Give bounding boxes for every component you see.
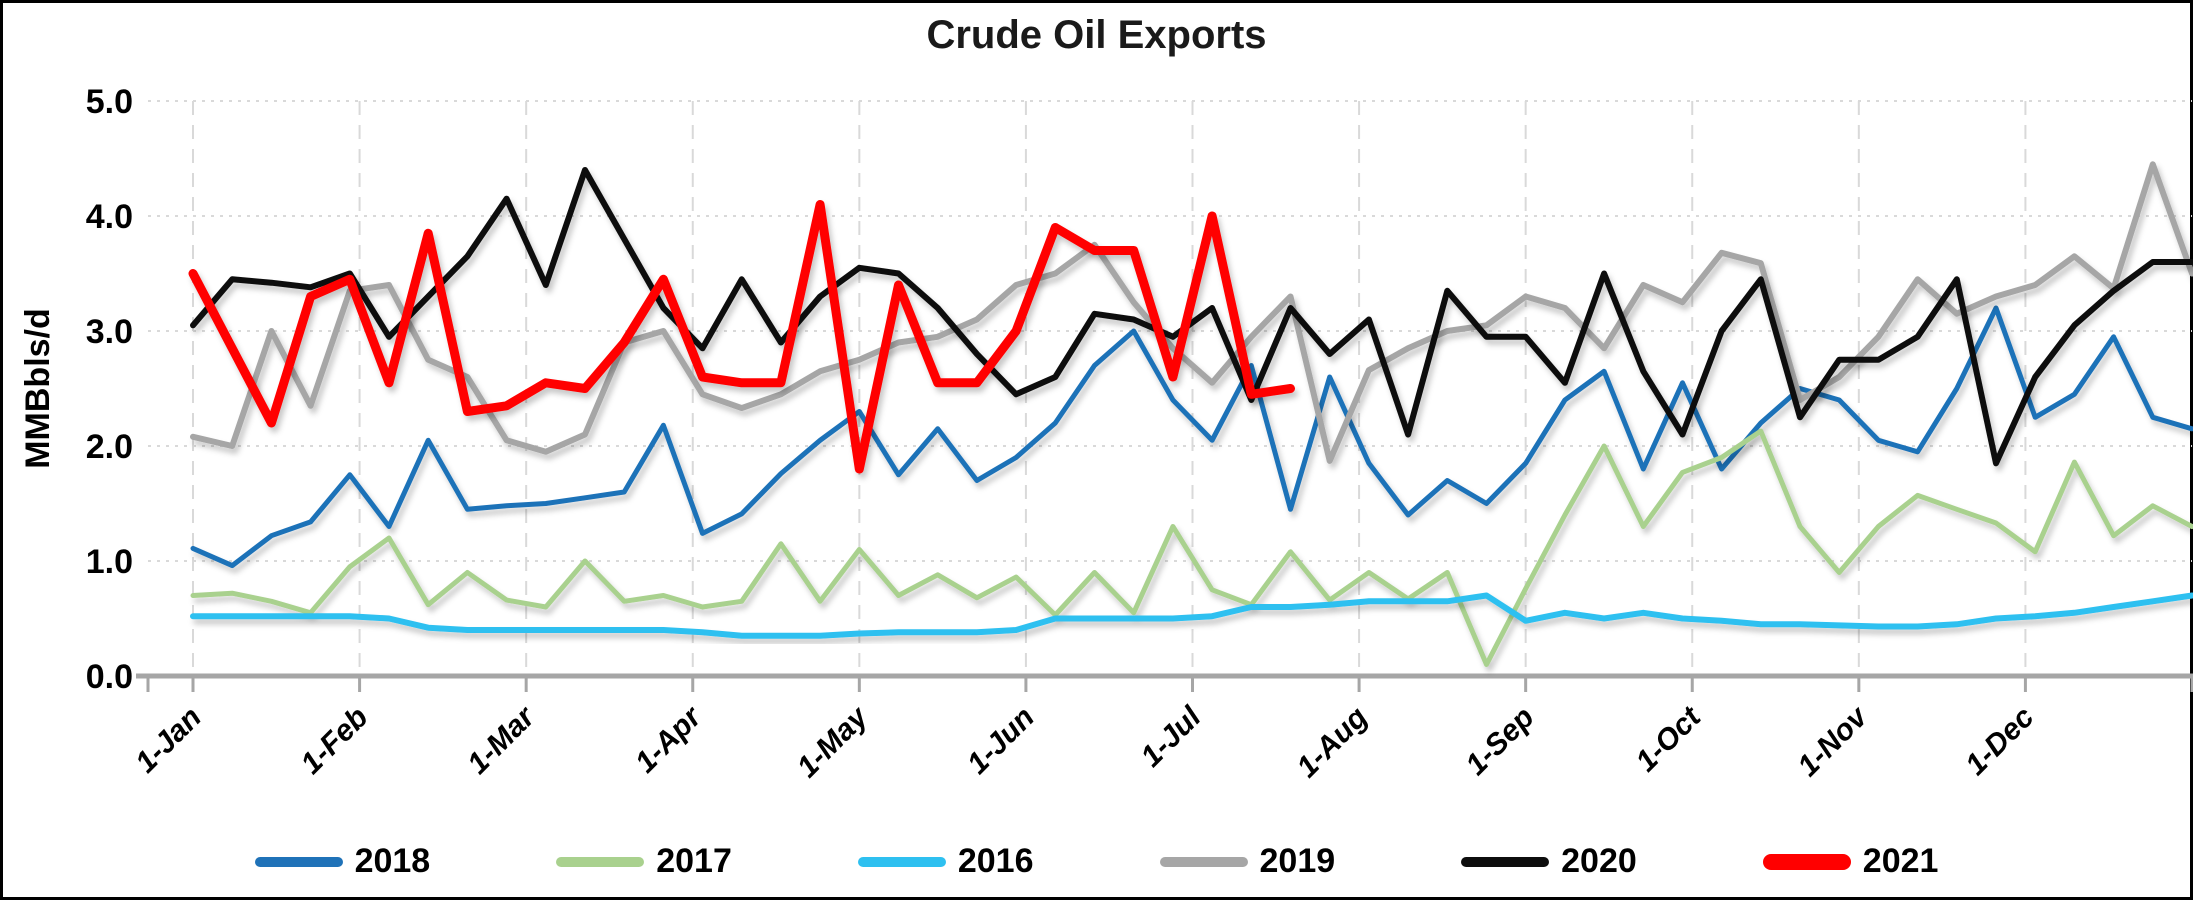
gridlines — [148, 100, 2192, 676]
x-tick-label: 1-Jul — [1135, 700, 1208, 773]
x-tick-label: 1-May — [791, 700, 875, 784]
x-tick-label: 1-Aug — [1291, 701, 1374, 784]
legend-item-2020: 2020 — [1461, 842, 1637, 881]
legend-item-2018: 2018 — [254, 842, 431, 881]
legend-item-2016: 2016 — [857, 842, 1034, 881]
chart-canvas: 5.0 4.0 3.0 2.0 1.0 0.0 MMBbls/d 1-Jan 1-Feb 1-Ma… — [19, 83, 2193, 784]
legend: 2018 2017 2016 2019 2020 2021 — [3, 842, 2190, 881]
x-tick-label: 1-Sep — [1460, 701, 1541, 782]
legend-swatch-2019 — [1159, 856, 1248, 867]
x-tick-label: 1-Dec — [1959, 700, 2040, 781]
y-axis-title: MMBbls/d — [19, 308, 57, 469]
x-tick-label: 1-Jan — [129, 701, 208, 780]
line-2017 — [190, 428, 2193, 667]
y-tick-label: 0.0 — [86, 658, 133, 696]
x-tick-label: 1-Nov — [1792, 699, 1876, 783]
line-2020 — [190, 167, 2193, 467]
legend-swatch-2017 — [556, 856, 645, 867]
x-tick-label: 1-Oct — [1630, 699, 1709, 778]
y-tick-label: 2.0 — [86, 428, 133, 466]
x-tick-label: 1-Feb — [295, 701, 375, 781]
legend-label-2016: 2016 — [957, 842, 1034, 880]
legend-swatch-2020 — [1461, 856, 1550, 867]
legend-label-2020: 2020 — [1561, 842, 1637, 880]
y-tick-label: 5.0 — [86, 83, 133, 121]
legend-swatch-2021 — [1762, 853, 1851, 870]
line-2018 — [190, 305, 2193, 569]
chart-title: Crude Oil Exports — [926, 13, 1267, 57]
legend-item-2017: 2017 — [556, 842, 732, 881]
x-tick-label: 1-Mar — [461, 699, 543, 781]
y-tick-label: 4.0 — [86, 198, 133, 236]
legend-swatch-2018 — [254, 856, 343, 867]
legend-label-2018: 2018 — [354, 842, 431, 880]
axis-labels: 5.0 4.0 3.0 2.0 1.0 0.0 MMBbls/d 1-Jan 1-Feb 1-Ma… — [19, 83, 2041, 784]
y-tick-label: 3.0 — [86, 313, 133, 351]
legend-label-2017: 2017 — [656, 842, 732, 880]
legend-item-2021: 2021 — [1762, 842, 1939, 881]
axes — [136, 673, 2193, 692]
x-tick-label: 1-Apr — [629, 699, 709, 779]
legend-swatch-2016 — [857, 856, 946, 867]
line-2021 — [188, 200, 1295, 474]
legend-item-2019: 2019 — [1159, 842, 1336, 881]
line-2016 — [190, 592, 2193, 639]
legend-label-2019: 2019 — [1259, 842, 1336, 880]
x-tick-label: 1-Jun — [961, 701, 1041, 781]
legend-label-2021: 2021 — [1862, 842, 1939, 880]
series-lines — [188, 161, 2193, 667]
y-tick-label: 1.0 — [86, 543, 133, 581]
